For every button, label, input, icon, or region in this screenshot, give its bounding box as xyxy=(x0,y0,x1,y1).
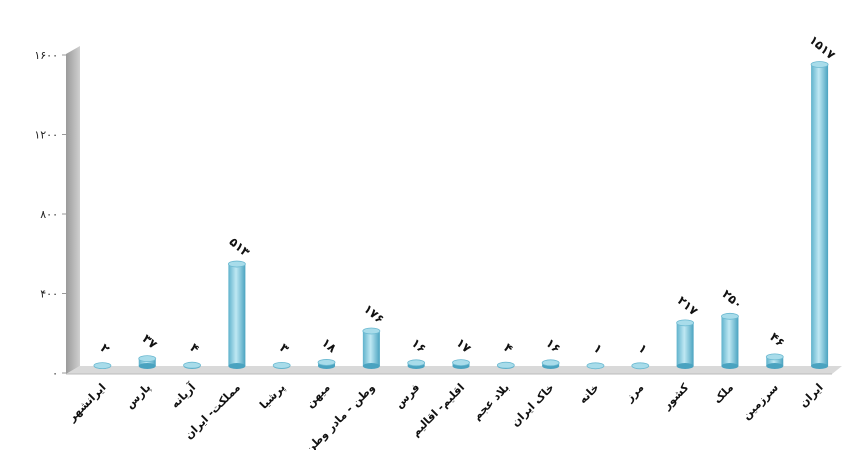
x-tick-label: کشور xyxy=(660,381,692,413)
bar-top xyxy=(496,361,515,369)
y-tick-label: ۱۶۰۰ xyxy=(34,49,58,62)
bar xyxy=(407,359,426,369)
bar-body xyxy=(138,358,156,366)
bar xyxy=(183,361,201,369)
data-label: ۵۱۳ xyxy=(227,235,253,260)
chart-bars xyxy=(93,61,829,370)
x-tick-label: پارس xyxy=(123,381,153,411)
bar xyxy=(765,353,784,369)
bar-top xyxy=(317,359,336,366)
y-tick-label: ۸۰۰ xyxy=(40,208,58,221)
bar-body xyxy=(766,356,784,366)
bar-base xyxy=(766,363,784,369)
x-tick-label: فرس xyxy=(392,381,422,411)
data-label: ۱۷ xyxy=(453,335,474,356)
chart-floor xyxy=(66,366,842,374)
bar-body xyxy=(721,316,739,366)
data-label: ۲۵۰ xyxy=(720,287,746,312)
x-tick-label: پرشیا xyxy=(257,381,288,412)
bar xyxy=(317,359,336,369)
data-label: ۱۷۶ xyxy=(361,302,387,327)
bar xyxy=(227,260,246,369)
data-label: ۴ xyxy=(187,340,202,355)
bar-top xyxy=(810,61,829,68)
bar-top xyxy=(586,362,605,370)
x-tick-label: سرزمین xyxy=(740,381,781,422)
x-tick-label: مرز xyxy=(622,381,646,405)
bar-top xyxy=(362,327,381,335)
chart-axes: ۰ ۴۰۰ ۸۰۰ ۱۲۰۰ ۱۶۰۰ xyxy=(34,46,842,380)
bar xyxy=(810,61,829,369)
x-tick-label: خاک ایران xyxy=(509,381,557,429)
bar-top xyxy=(93,362,112,370)
bar-body xyxy=(811,64,829,366)
data-label: ۳۷ xyxy=(140,332,161,353)
bar xyxy=(93,362,112,370)
bar-base xyxy=(676,363,694,369)
x-tick-label: میهن xyxy=(303,381,332,410)
data-label: ۳ xyxy=(277,341,292,357)
x-tick-label: ملک xyxy=(711,381,736,406)
bar-body xyxy=(362,331,380,366)
chart-side-wall xyxy=(66,46,80,374)
x-tick-label: ایران xyxy=(797,381,826,410)
bar-body xyxy=(228,264,246,366)
x-tick-label: ایرانشهر xyxy=(65,381,109,425)
bar-base xyxy=(811,363,829,369)
bar-top xyxy=(676,319,695,327)
data-label: ۱۶ xyxy=(409,336,429,356)
bar-top xyxy=(138,355,157,363)
bar-top xyxy=(721,312,739,320)
y-tick-label: ۰ xyxy=(52,367,58,380)
bar xyxy=(272,362,291,369)
bar-top xyxy=(407,359,426,367)
data-label: ۲ xyxy=(98,341,113,357)
y-tick-label: ۴۰۰ xyxy=(40,288,58,301)
x-tick-label: بلاد عجم xyxy=(470,381,512,423)
bar-top xyxy=(631,362,650,370)
bar xyxy=(721,312,739,369)
bar-top xyxy=(272,362,291,369)
bar-top xyxy=(227,260,246,268)
bar xyxy=(138,355,157,369)
bar xyxy=(676,319,695,369)
bar-top xyxy=(452,359,470,367)
bar-base xyxy=(138,363,156,369)
bar xyxy=(586,362,605,370)
x-tick-label: آریانه xyxy=(168,380,199,411)
data-label: ۱۸ xyxy=(319,335,340,356)
data-label: ۴ xyxy=(501,340,516,355)
bar xyxy=(362,327,381,369)
bar xyxy=(541,359,560,369)
bar-top xyxy=(765,353,784,361)
bar xyxy=(496,361,515,369)
data-label: ۱ xyxy=(591,341,606,356)
bar-top xyxy=(183,361,201,369)
bar xyxy=(452,359,470,369)
data-label: ۱۶ xyxy=(543,336,563,356)
x-tick-label: خانه xyxy=(576,381,601,406)
y-tick-label: ۱۲۰۰ xyxy=(34,129,58,142)
bar-base xyxy=(228,363,246,369)
data-label: ۲۱۷ xyxy=(675,293,701,318)
bar-body xyxy=(676,322,694,366)
bar-base xyxy=(721,363,739,369)
bar-top xyxy=(541,359,560,367)
bar-base xyxy=(362,363,380,369)
data-label: ۱۵۱۷ xyxy=(806,33,838,63)
data-label: ۱ xyxy=(636,341,651,356)
data-label: ۴۶ xyxy=(767,330,787,350)
bar xyxy=(631,362,650,370)
